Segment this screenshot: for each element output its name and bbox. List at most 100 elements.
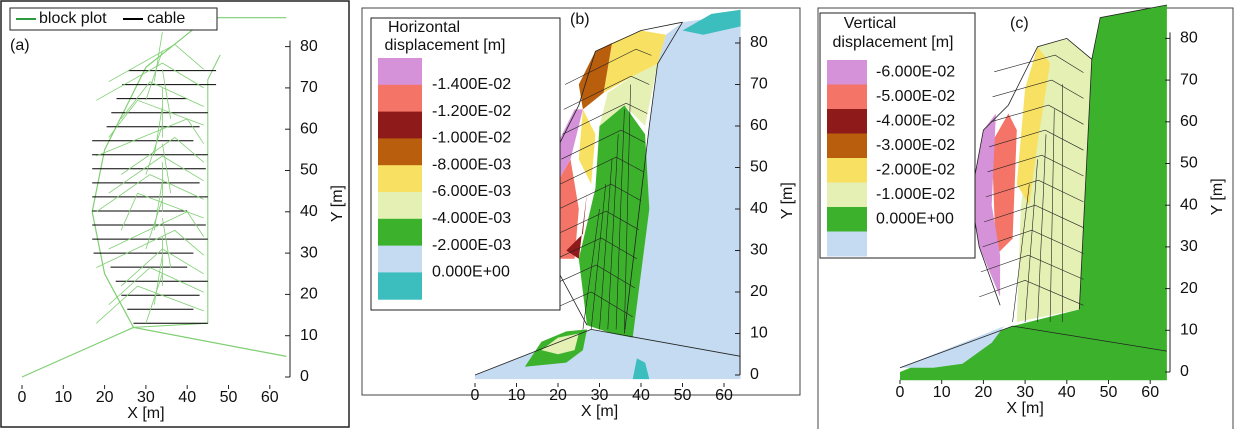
legend-swatch: [827, 231, 867, 257]
mesh-line: [162, 217, 172, 268]
mesh-line: [624, 21, 683, 334]
legend-title: Horizontal: [388, 19, 460, 36]
y-tick-label: 60: [300, 120, 318, 137]
legend-label: -2.000E-02: [876, 161, 955, 178]
mesh-line: [582, 208, 600, 330]
legend-label: 0.000E+00: [432, 264, 510, 281]
legend-swatch: [378, 272, 422, 300]
legend-swatch: [378, 192, 422, 220]
mesh-line: [96, 174, 204, 213]
y-tick-label: 30: [750, 242, 768, 259]
mesh-line: [145, 199, 163, 250]
mesh-line: [162, 69, 172, 119]
legend-swatch: [378, 218, 422, 247]
x-axis-label: X [m]: [1006, 400, 1043, 417]
mesh-line: [559, 156, 644, 185]
region: [599, 63, 658, 126]
x-tick-label: 10: [508, 387, 526, 404]
mesh-line: [615, 109, 625, 330]
mesh-line: [108, 99, 204, 138]
region: [624, 13, 741, 357]
x-tick-label: 40: [178, 389, 196, 406]
y-tick-label: 0: [1180, 363, 1189, 380]
mesh-line: [96, 118, 205, 157]
y-tick-label: 70: [1180, 71, 1198, 88]
panel-label: (a): [10, 37, 30, 54]
mesh-line: [985, 179, 1084, 203]
legend-swatch: [378, 58, 422, 86]
mesh-line: [145, 50, 163, 101]
legend-label: -1.000E-02: [876, 186, 955, 203]
mesh-line: [989, 129, 1084, 151]
mesh-line: [145, 273, 163, 324]
x-tick-label: 10: [933, 384, 951, 401]
legend-box: [9, 7, 218, 31]
y-tick-label: 20: [750, 283, 768, 300]
x-tick-label: 60: [1141, 384, 1159, 401]
y-tick-label: 30: [1180, 238, 1198, 255]
x-tick-label: 20: [96, 389, 114, 406]
region: [900, 5, 1167, 381]
y-tick-label: 80: [1180, 30, 1198, 47]
mesh-line: [563, 75, 650, 110]
mesh-line: [96, 229, 204, 268]
legend-title: displacement [m]: [385, 37, 506, 54]
mesh-line: [553, 291, 633, 318]
y-tick-label: 30: [300, 244, 318, 261]
region: [603, 30, 666, 93]
y-tick-label: 40: [300, 203, 318, 220]
legend-swatch: [827, 133, 867, 159]
y-tick-label: 40: [1180, 196, 1198, 213]
region: [1016, 46, 1051, 206]
y-tick-label: 70: [300, 79, 318, 96]
mesh-line: [153, 32, 163, 82]
legend-swatch: [827, 60, 867, 85]
y-tick-label: 0: [300, 368, 309, 385]
x-tick-label: 30: [1016, 384, 1034, 401]
mesh-line: [556, 237, 638, 260]
panel-b-frame: [361, 7, 801, 396]
legend-label: -3.000E-02: [876, 137, 955, 154]
x-tick-label: 50: [1100, 384, 1118, 401]
x-tick-label: 20: [975, 384, 993, 401]
legend-swatch: [827, 109, 867, 134]
mesh-line: [607, 134, 619, 330]
y-tick-label: 20: [300, 286, 318, 303]
legend-label: -4.000E-02: [876, 112, 955, 129]
x-tick-label: 0: [896, 384, 905, 401]
region: [991, 113, 1017, 256]
mesh-line: [120, 136, 204, 175]
x-tick-label: 30: [591, 387, 609, 404]
mesh-line: [162, 143, 172, 194]
legend-label: -4.000E-03: [432, 210, 511, 227]
mesh-line: [108, 155, 204, 194]
legend-swatch: [378, 138, 422, 166]
mesh-line: [990, 104, 1084, 125]
mesh-line: [557, 210, 640, 235]
x-tick-label: 20: [549, 387, 567, 404]
x-tick-label: 60: [261, 389, 279, 406]
region: [900, 326, 1005, 368]
region: [578, 43, 612, 110]
mesh-line: [987, 154, 1084, 177]
panel-label: (b): [570, 11, 590, 28]
mesh-line: [133, 54, 221, 328]
y-tick-label: 80: [750, 34, 768, 51]
mesh-line: [599, 159, 613, 330]
mesh-line: [1037, 134, 1047, 323]
mesh-line: [979, 279, 1084, 306]
mesh-line: [561, 129, 646, 160]
mesh-line: [624, 84, 631, 330]
region: [632, 358, 650, 380]
legend-label: -5.000E-02: [876, 88, 955, 105]
panel-a-frame: [0, 0, 350, 428]
legend-label: -6.000E-02: [876, 63, 955, 80]
legend-swatch: [378, 165, 422, 193]
mesh-line: [980, 254, 1084, 280]
region: [553, 109, 583, 189]
mesh-line: [562, 102, 648, 135]
y-tick-label: 20: [1180, 280, 1198, 297]
x-tick-label: 0: [18, 389, 27, 406]
legend-swatch: [378, 84, 422, 113]
